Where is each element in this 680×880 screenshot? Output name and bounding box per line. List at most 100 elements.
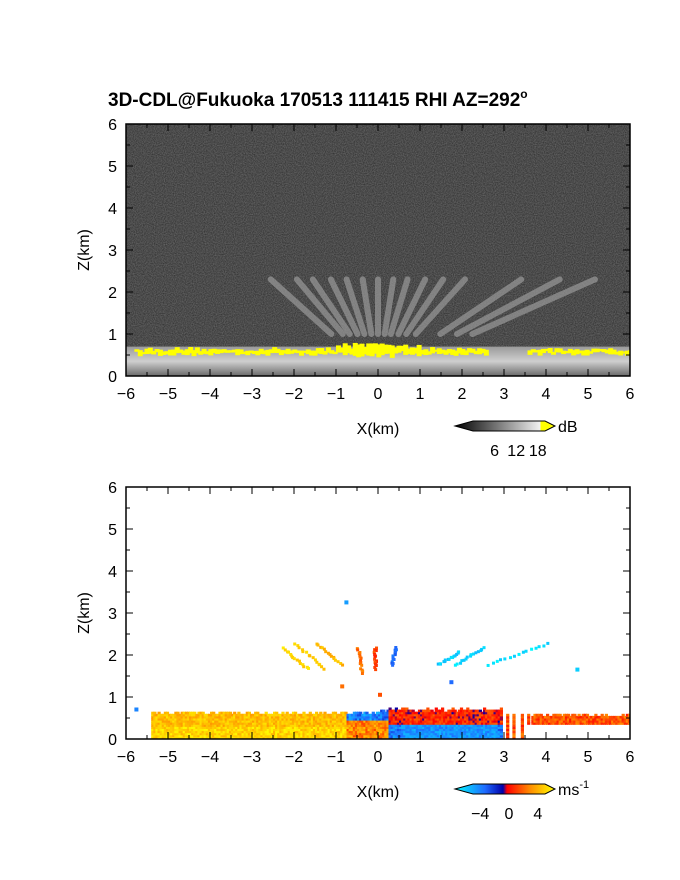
velocity-cell — [317, 722, 321, 725]
velocity-cell — [604, 720, 608, 723]
velocity-cell — [352, 713, 356, 717]
velocity-cell — [186, 726, 191, 729]
velocity-cell — [569, 715, 573, 719]
velocity-cell — [264, 720, 268, 723]
velocity-cell — [340, 730, 344, 734]
velocity-cell — [602, 720, 606, 723]
velocity-aloft-point — [495, 659, 499, 663]
velocity-cell — [455, 734, 459, 738]
velocity-cell — [436, 732, 440, 736]
velocity-cell — [621, 718, 625, 721]
velocity-cell — [546, 722, 550, 725]
velocity-cell — [304, 726, 308, 729]
velocity-cell — [254, 726, 258, 729]
velocity-cell — [602, 715, 606, 719]
velocity-cell — [306, 718, 310, 721]
velocity-cell — [342, 734, 346, 738]
velocity-cell — [499, 734, 503, 738]
velocity-cell — [485, 718, 489, 721]
velocity-cell — [537, 720, 541, 723]
velocity-cell — [541, 718, 545, 721]
velocity-cell — [590, 718, 594, 721]
velocity-cell — [218, 713, 222, 717]
velocity-cell — [178, 713, 182, 717]
velocity-cell — [172, 726, 176, 729]
velocity-cell — [203, 715, 207, 719]
velocity-cell — [363, 722, 367, 725]
velocity-cell — [449, 722, 453, 725]
velocity-cell — [172, 718, 176, 721]
velocity-cell — [352, 732, 356, 736]
velocity-cell — [256, 713, 260, 717]
velocity-cell — [420, 732, 424, 736]
velocity-cell — [527, 718, 531, 721]
velocity-cell — [462, 713, 466, 717]
velocity-cell — [331, 722, 335, 725]
velocity-cell — [499, 718, 503, 721]
velocity-cell — [350, 730, 354, 734]
velocity-cell — [184, 724, 188, 727]
velocity-cell — [373, 713, 377, 717]
velocity-cell — [424, 713, 428, 717]
velocity-cell — [483, 711, 487, 715]
snr-x-tick-label: −6 — [117, 386, 135, 403]
velocity-cell — [462, 728, 466, 732]
velocity-cell — [191, 736, 195, 739]
velocity-cell — [327, 718, 331, 721]
snr-x-tick-label: 5 — [584, 386, 593, 403]
snr-saturated-cell — [134, 349, 140, 352]
velocity-aloft-point — [320, 665, 324, 669]
velocity-cell — [296, 734, 300, 738]
velocity-cell — [426, 732, 430, 736]
velocity-cell — [369, 720, 373, 723]
velocity-cell — [443, 736, 447, 739]
velocity-cell — [420, 715, 424, 719]
velocity-cell — [390, 709, 394, 713]
velocity-cell — [191, 713, 195, 717]
velocity-cell — [403, 722, 407, 725]
velocity-cell — [151, 715, 155, 719]
velocity-cell — [592, 715, 596, 719]
velocity-cell — [283, 713, 287, 717]
velocity-cell — [159, 736, 163, 739]
velocity-cell — [325, 732, 329, 736]
velocity-cell — [245, 722, 249, 725]
velocity-cell — [189, 711, 193, 715]
snr-saturated-cell — [591, 348, 597, 353]
velocity-cell — [159, 728, 163, 732]
velocity-cell — [298, 732, 302, 736]
velocity-cell — [228, 713, 233, 717]
velocity-cell — [533, 715, 537, 719]
velocity-cell — [224, 732, 228, 736]
velocity-cell — [413, 726, 417, 729]
velocity-cell — [466, 724, 470, 727]
velocity-cell — [627, 720, 630, 723]
velocity-cell — [485, 724, 489, 727]
velocity-cell — [407, 713, 411, 717]
velocity-cell — [527, 715, 531, 719]
velocity-cell — [151, 722, 155, 725]
velocity-cell — [489, 732, 493, 736]
velocity-cell — [247, 718, 251, 721]
velocity-cell — [476, 709, 480, 713]
velocity-cell — [195, 720, 199, 723]
velocity-aloft-point — [372, 650, 376, 654]
velocity-cell — [174, 732, 178, 736]
velocity-cell — [392, 715, 396, 719]
velocity-cell — [302, 732, 306, 736]
velocity-cell — [157, 736, 161, 739]
velocity-cell — [279, 724, 283, 727]
velocity-cell — [338, 715, 342, 719]
velocity-cell — [231, 720, 235, 723]
velocity-cell — [459, 709, 464, 713]
velocity-cell — [260, 732, 264, 736]
velocity-cell — [256, 728, 260, 732]
velocity-cell — [168, 728, 172, 732]
velocity-cell — [352, 711, 356, 715]
velocity-cell — [497, 715, 501, 719]
velocity-cell — [220, 718, 224, 721]
velocity-cell — [476, 736, 480, 739]
velocity-cell — [445, 718, 449, 721]
velocity-cell — [224, 734, 228, 738]
